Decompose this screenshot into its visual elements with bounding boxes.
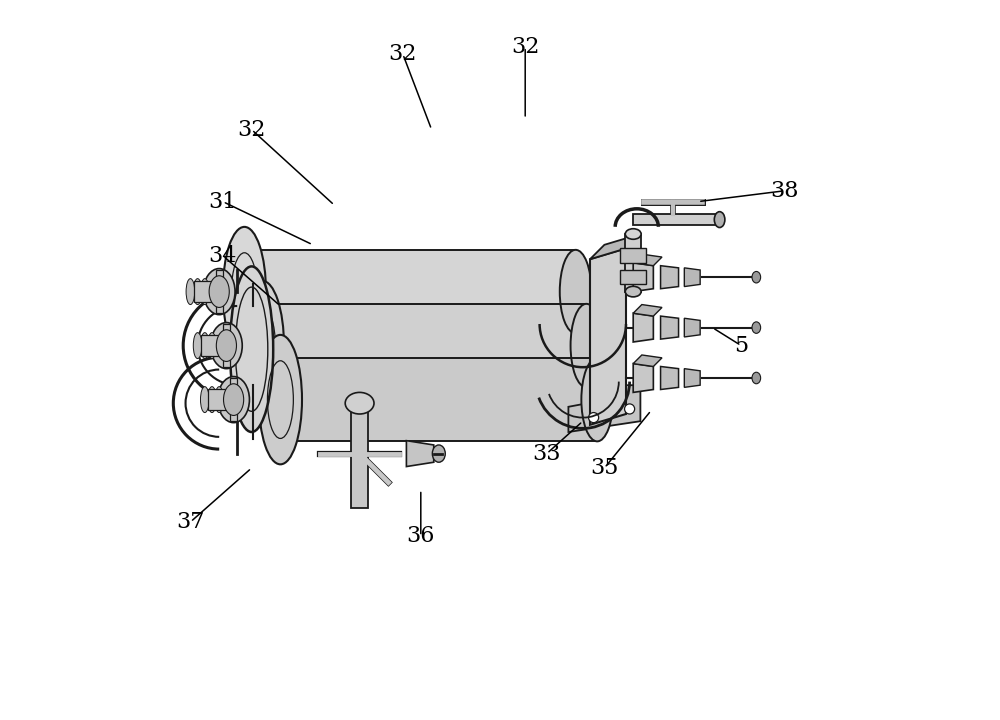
Ellipse shape <box>193 333 202 359</box>
Ellipse shape <box>247 304 278 387</box>
Ellipse shape <box>216 330 236 361</box>
Polygon shape <box>633 313 653 342</box>
Polygon shape <box>633 263 653 292</box>
Text: 34: 34 <box>209 245 237 266</box>
Ellipse shape <box>224 384 244 415</box>
Ellipse shape <box>215 387 224 413</box>
Text: 36: 36 <box>407 526 435 547</box>
Ellipse shape <box>714 212 725 228</box>
Polygon shape <box>661 316 679 339</box>
Ellipse shape <box>208 333 216 359</box>
Polygon shape <box>208 378 237 421</box>
Ellipse shape <box>345 392 374 414</box>
Text: 32: 32 <box>237 119 266 140</box>
Ellipse shape <box>193 279 202 305</box>
Ellipse shape <box>230 266 273 432</box>
Polygon shape <box>201 324 230 367</box>
Polygon shape <box>633 364 653 392</box>
Ellipse shape <box>229 250 260 333</box>
Ellipse shape <box>560 250 591 333</box>
Text: 32: 32 <box>389 43 417 65</box>
Ellipse shape <box>218 377 249 423</box>
Polygon shape <box>244 250 576 333</box>
Polygon shape <box>684 318 700 337</box>
Ellipse shape <box>625 404 635 414</box>
Ellipse shape <box>625 229 641 239</box>
Ellipse shape <box>209 276 229 307</box>
Text: 32: 32 <box>511 36 539 58</box>
Polygon shape <box>406 441 434 467</box>
Polygon shape <box>568 385 640 432</box>
Ellipse shape <box>208 387 216 413</box>
Ellipse shape <box>200 279 209 305</box>
Ellipse shape <box>265 358 296 441</box>
Text: 5: 5 <box>734 335 748 356</box>
Ellipse shape <box>223 227 266 356</box>
Polygon shape <box>625 234 641 292</box>
Polygon shape <box>590 234 640 259</box>
Polygon shape <box>633 355 662 366</box>
Polygon shape <box>633 305 662 316</box>
Polygon shape <box>262 304 586 387</box>
Polygon shape <box>351 403 368 508</box>
Polygon shape <box>633 254 662 266</box>
Text: 35: 35 <box>590 457 619 479</box>
Ellipse shape <box>589 413 599 423</box>
Text: 37: 37 <box>176 511 205 533</box>
Polygon shape <box>684 268 700 287</box>
Ellipse shape <box>200 333 209 359</box>
Polygon shape <box>620 270 646 284</box>
Ellipse shape <box>752 372 761 384</box>
Ellipse shape <box>752 271 761 283</box>
Ellipse shape <box>625 287 641 297</box>
Polygon shape <box>620 248 646 263</box>
Text: 38: 38 <box>770 180 799 202</box>
Polygon shape <box>194 270 223 313</box>
Polygon shape <box>590 248 626 425</box>
Text: 31: 31 <box>209 191 237 212</box>
Ellipse shape <box>581 358 613 441</box>
Text: 33: 33 <box>533 443 561 464</box>
Polygon shape <box>633 215 720 225</box>
Ellipse shape <box>211 323 242 369</box>
Ellipse shape <box>203 269 235 315</box>
Ellipse shape <box>241 281 284 410</box>
Ellipse shape <box>200 387 209 413</box>
Polygon shape <box>661 366 679 390</box>
Polygon shape <box>280 358 597 441</box>
Polygon shape <box>661 266 679 289</box>
Ellipse shape <box>571 304 602 387</box>
Ellipse shape <box>259 335 302 464</box>
Polygon shape <box>684 369 700 387</box>
Ellipse shape <box>432 445 445 462</box>
Ellipse shape <box>752 322 761 333</box>
Ellipse shape <box>186 279 195 305</box>
